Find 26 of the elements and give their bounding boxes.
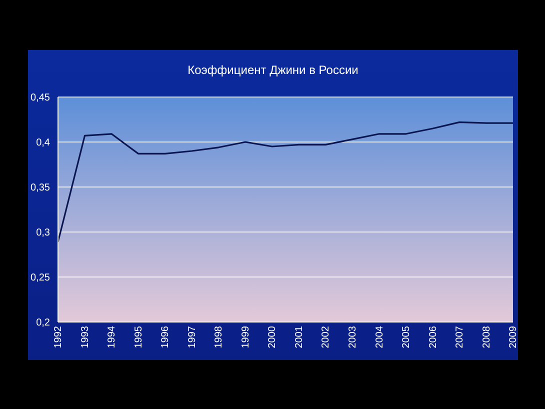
x-tick-label: 1997 [186,326,198,348]
x-tick-label: 2007 [454,326,466,348]
x-tick-label: 1996 [160,326,172,348]
y-tick-label: 0,4 [36,138,50,149]
x-tick-label: 2000 [267,326,278,348]
x-tick-label: 1999 [240,326,252,348]
x-tick-label: 1995 [133,326,144,348]
y-tick-label: 0,45 [30,92,50,104]
x-tick-label: 2005 [401,326,412,348]
x-tick-label: 1994 [106,326,118,348]
x-tick-label: 2009 [508,326,520,348]
x-tick-label: 2006 [428,326,439,348]
x-tick-label: 1998 [214,326,225,348]
x-tick-label: 2004 [374,326,386,348]
y-tick-label: 0,25 [30,272,50,284]
line-series [57,121,514,243]
x-tick-label: 2008 [481,326,492,348]
x-tick-label: 2001 [294,326,305,348]
x-tick-label: 2003 [348,326,359,348]
x-tick-label: 2002 [320,326,332,348]
y-tick-label: 0,3 [36,228,50,239]
y-tick-label: 0,2 [36,318,50,329]
x-tick-label: 1992 [53,326,64,348]
y-tick-label: 0,35 [30,182,50,194]
x-tick-label: 1993 [80,326,91,348]
chart-title: Коэффициент Джини в России [186,63,360,77]
